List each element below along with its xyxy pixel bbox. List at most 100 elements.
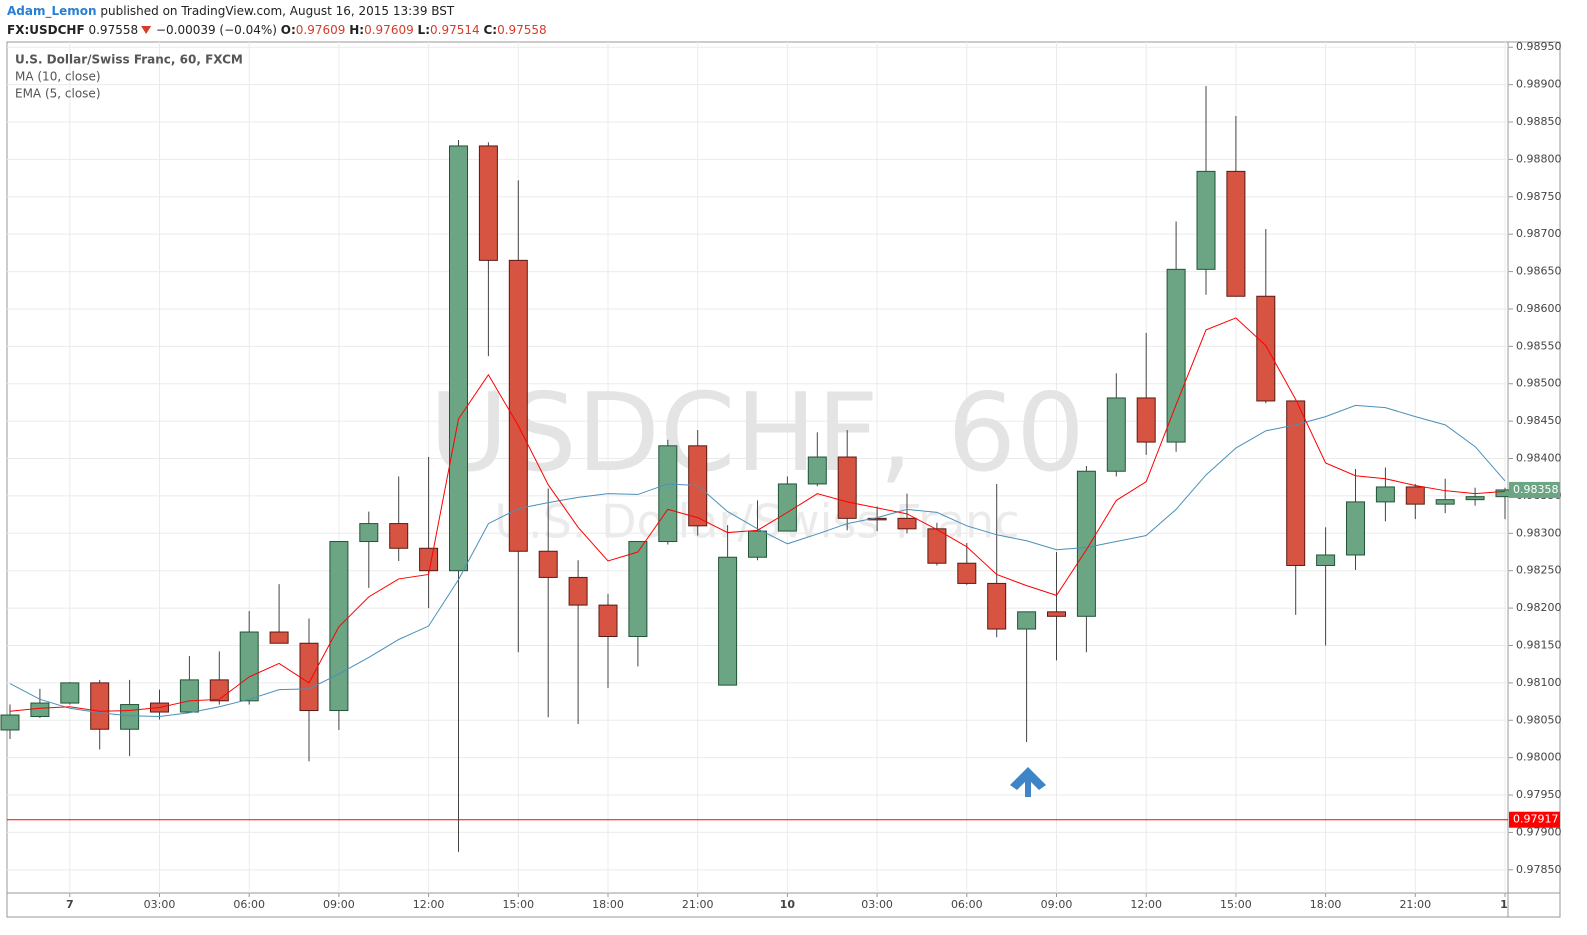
y-tick-label: 0.97900 [1516, 825, 1562, 838]
y-tick-label: 0.98300 [1516, 526, 1562, 539]
symbol: FX:USDCHF [7, 23, 85, 37]
close-label: C: [483, 23, 497, 37]
y-tick-label: 0.98850 [1516, 115, 1562, 128]
candle-body [598, 604, 618, 638]
candle-body [538, 550, 558, 578]
legend-entry: EMA (5, close) [15, 87, 101, 101]
candle-body [1465, 496, 1485, 501]
candle-body [60, 682, 80, 704]
change: −0.00039 (−0.04%) [156, 23, 277, 37]
candle-body [239, 631, 259, 702]
x-tick-label: 09:00 [323, 898, 355, 911]
candle-body [1196, 170, 1216, 270]
candle-body [777, 483, 797, 532]
y-tick-label: 0.98600 [1516, 302, 1562, 315]
candle-body [30, 702, 50, 718]
watermark: USDCHF, 60 [429, 371, 1085, 496]
y-tick-label: 0.98950 [1516, 40, 1562, 53]
candle-body [1435, 499, 1455, 505]
x-tick-label: 7 [66, 898, 74, 911]
y-tick-label: 0.98750 [1516, 190, 1562, 203]
author-link[interactable]: Adam_Lemon [7, 4, 97, 19]
price-line-label: 0.97917 [1513, 813, 1559, 826]
candle-body [0, 714, 20, 731]
candle-body [658, 445, 678, 543]
published-text: published on TradingView.com, August 16,… [100, 4, 455, 18]
x-tick-label: 15:00 [1220, 898, 1252, 911]
candle-body [179, 679, 199, 713]
y-tick-label: 0.98550 [1516, 339, 1562, 352]
down-arrow-icon [141, 26, 152, 34]
x-tick-label: 12:00 [413, 898, 445, 911]
axes: 0.97850 0.97900 0.97950 0.98000 0.98050 0.981… [66, 40, 1562, 911]
y-tick-label: 0.97850 [1516, 863, 1562, 876]
y-tick-label: 0.98000 [1516, 751, 1562, 764]
candle-body [269, 631, 289, 644]
close-value: 0.97558 [497, 23, 547, 37]
indicator-line [9, 317, 1506, 712]
y-tick-label: 0.98650 [1516, 265, 1562, 278]
candle-body [1405, 486, 1425, 505]
candle-body [987, 582, 1007, 630]
candle-body [1047, 611, 1066, 617]
header-line: Adam_Lemon published on TradingView.com,… [7, 4, 455, 19]
x-tick-label: 06:00 [233, 898, 265, 911]
x-tick-label: 21:00 [1399, 898, 1431, 911]
candle-body [90, 682, 110, 730]
candle-body [1316, 554, 1336, 566]
x-tick-label: 18:00 [592, 898, 624, 911]
y-tick-label: 0.98500 [1516, 377, 1562, 390]
candle-body [359, 523, 379, 543]
candle-body [329, 541, 349, 712]
last-price: 0.97558 [88, 23, 138, 37]
candle-body [209, 679, 229, 702]
candle-body [1286, 400, 1306, 566]
candle-body [927, 528, 947, 564]
candle-body [957, 562, 977, 584]
y-tick-label: 0.97950 [1516, 788, 1562, 801]
candle-body [897, 517, 917, 530]
price-line-label-box [1509, 811, 1560, 828]
candle-body [837, 456, 857, 519]
x-tick-label: 1 [1500, 898, 1508, 911]
candle-body [120, 704, 140, 730]
x-tick-label: 18:00 [1310, 898, 1342, 911]
y-tick-label: 0.98400 [1516, 452, 1562, 465]
x-tick-label: 06:00 [951, 898, 983, 911]
low-label: L: [418, 23, 430, 37]
x-tick-label: 03:00 [861, 898, 893, 911]
candle-body [1136, 397, 1156, 443]
symbol-line: FX:USDCHF 0.97558 −0.00039 (−0.04%) O:0.… [7, 23, 547, 37]
indicator-line [9, 404, 1506, 718]
plot [0, 86, 1515, 852]
candle-body [807, 456, 827, 485]
y-tick-label: 0.98450 [1516, 414, 1562, 427]
x-tick-label: 21:00 [682, 898, 714, 911]
y-tick-label: 0.98900 [1516, 78, 1562, 91]
candle-body [1076, 470, 1096, 617]
y-tick-label: 0.98250 [1516, 564, 1562, 577]
open-value: 0.97609 [296, 23, 346, 37]
candle-body [299, 642, 319, 712]
candle-body [718, 556, 738, 686]
y-tick-label: 0.98200 [1516, 601, 1562, 614]
candle-body [628, 541, 648, 638]
annotation-arrow [1010, 767, 1046, 797]
last-price-box [1509, 481, 1560, 498]
candle-body [449, 145, 468, 572]
high-label: H: [349, 23, 364, 37]
x-tick-label: 03:00 [144, 898, 176, 911]
low-value: 0.97514 [430, 23, 480, 37]
y-tick-label: 0.98800 [1516, 152, 1562, 165]
last-price-label: 0.98358 [1513, 483, 1559, 496]
candle-body [508, 259, 528, 552]
candle-body [1256, 295, 1276, 402]
x-tick-label: 10 [780, 898, 796, 911]
legend-entry: MA (10, close) [15, 70, 101, 84]
candle-body [1226, 170, 1246, 297]
y-tick-label: 0.98150 [1516, 638, 1562, 651]
open-label: O: [281, 23, 296, 37]
chart-frame [6, 41, 1561, 918]
